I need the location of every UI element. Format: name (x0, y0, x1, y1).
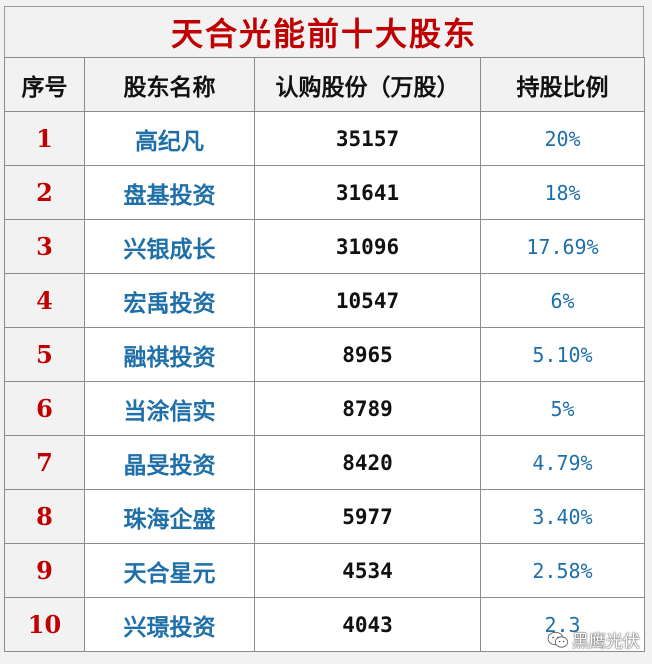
subscribed-shares: 8965 (254, 327, 481, 382)
shareholder-name: 融祺投资 (84, 327, 255, 382)
holding-ratio: 6% (480, 273, 645, 328)
row-index: 4 (4, 273, 85, 328)
holding-ratio: 4.79% (480, 435, 645, 490)
shareholder-name: 当涂信实 (84, 381, 255, 436)
table-row: 10 兴璟投资 4043 2.3 (4, 597, 645, 652)
shareholder-name: 晶旻投资 (84, 435, 255, 490)
row-index: 2 (4, 165, 85, 220)
subscribed-shares: 31096 (254, 219, 481, 274)
table-row: 4 宏禹投资 10547 6% (4, 273, 645, 328)
subscribed-shares: 35157 (254, 111, 481, 166)
header-row: 序号 股东名称 认购股份（万股） 持股比例 (4, 57, 645, 112)
shareholder-name: 兴璟投资 (84, 597, 255, 652)
row-index: 10 (4, 597, 85, 652)
table-row: 5 融祺投资 8965 5.10% (4, 327, 645, 382)
shareholder-name: 珠海企盛 (84, 489, 255, 544)
header-index: 序号 (4, 57, 85, 112)
shareholder-table: 序号 股东名称 认购股份（万股） 持股比例 1 高纪凡 35157 20% 2 … (4, 57, 645, 652)
table-row: 6 当涂信实 8789 5% (4, 381, 645, 436)
wechat-icon (547, 631, 569, 649)
subscribed-shares: 10547 (254, 273, 481, 328)
subscribed-shares: 8420 (254, 435, 481, 490)
subscribed-shares: 5977 (254, 489, 481, 544)
table-row: 1 高纪凡 35157 20% (4, 111, 645, 166)
subscribed-shares: 8789 (254, 381, 481, 436)
subscribed-shares: 4043 (254, 597, 481, 652)
shareholder-name: 宏禹投资 (84, 273, 255, 328)
header-shareholder-name: 股东名称 (84, 57, 255, 112)
subscribed-shares: 31641 (254, 165, 481, 220)
shareholder-name: 盘基投资 (84, 165, 255, 220)
holding-ratio: 5% (480, 381, 645, 436)
row-index: 6 (4, 381, 85, 436)
row-index: 5 (4, 327, 85, 382)
holding-ratio: 3.40% (480, 489, 645, 544)
header-subscribed-shares: 认购股份（万股） (254, 57, 481, 112)
table-row: 8 珠海企盛 5977 3.40% (4, 489, 645, 544)
shareholder-name: 兴银成长 (84, 219, 255, 274)
row-index: 3 (4, 219, 85, 274)
table-row: 9 天合星元 4534 2.58% (4, 543, 645, 598)
holding-ratio: 2.58% (480, 543, 645, 598)
holding-ratio: 18% (480, 165, 645, 220)
table-row: 2 盘基投资 31641 18% (4, 165, 645, 220)
table-row: 3 兴银成长 31096 17.69% (4, 219, 645, 274)
holding-ratio: 20% (480, 111, 645, 166)
table-row: 7 晶旻投资 8420 4.79% (4, 435, 645, 490)
shareholder-name: 天合星元 (84, 543, 255, 598)
shareholder-name: 高纪凡 (84, 111, 255, 166)
table-title: 天合光能前十大股东 (4, 6, 644, 58)
row-index: 1 (4, 111, 85, 166)
row-index: 7 (4, 435, 85, 490)
row-index: 8 (4, 489, 85, 544)
watermark-text: 黑鹰光伏 (572, 632, 640, 652)
holding-ratio: 5.10% (480, 327, 645, 382)
holding-ratio: 17.69% (480, 219, 645, 274)
header-holding-ratio: 持股比例 (480, 57, 645, 112)
row-index: 9 (4, 543, 85, 598)
subscribed-shares: 4534 (254, 543, 481, 598)
watermark: 黑鹰光伏 (547, 627, 640, 652)
